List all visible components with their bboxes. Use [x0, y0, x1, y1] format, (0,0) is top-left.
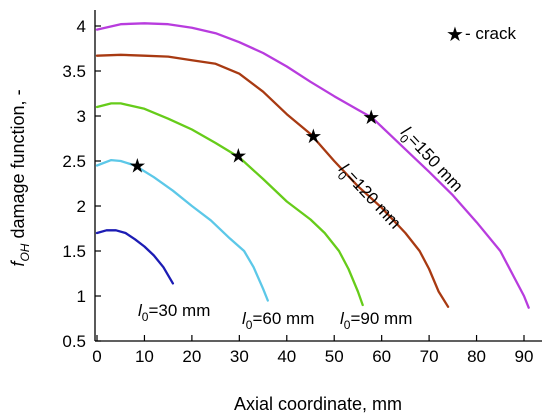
y-tick-label: 4 [77, 17, 86, 36]
y-axis-title-subscript: OH [18, 243, 32, 261]
x-tick-label: 60 [372, 347, 391, 366]
y-tick-label: 1.5 [62, 242, 86, 261]
y-tick-label: 3 [77, 107, 86, 126]
series-label-symbol: l [340, 309, 345, 328]
crack-markers-layer: ★ ★ ★ ★ [128, 105, 380, 178]
series-layer [95, 22, 530, 309]
y-tick-label: 2.5 [62, 152, 86, 171]
crack-marker: ★ [362, 105, 380, 129]
plot-frame [94, 10, 542, 342]
series-line [95, 158, 269, 302]
series-label-subscript: 0 [246, 318, 253, 332]
x-tick-label: 50 [325, 347, 344, 366]
series-label-value: =120 mm [342, 167, 405, 232]
x-tick-label: 30 [230, 347, 249, 366]
legend-crack-label: - crack [465, 24, 517, 43]
series-label: l0=120 mm [332, 160, 405, 236]
series-label-subscript: 0 [344, 318, 351, 332]
series-line [95, 102, 364, 307]
crack-marker: ★ [229, 144, 247, 168]
legend-crack-marker: ★ [446, 22, 464, 46]
y-axis-title-symbol: f [8, 260, 28, 267]
x-tick-label: 0 [92, 347, 101, 366]
series-label: l0=30 mm [138, 301, 210, 324]
y-tick-label: 2 [77, 197, 86, 216]
series-label: l0=60 mm [242, 309, 314, 332]
legend: ★ - crack [446, 22, 517, 46]
x-tick-label: 20 [182, 347, 201, 366]
series-label-value: =90 mm [350, 309, 412, 328]
x-axis-ticks: 0 10 20 30 40 50 60 70 80 90 [92, 335, 533, 366]
y-tick-label: 1 [77, 287, 86, 306]
series-line [95, 22, 530, 309]
series-label-value: =30 mm [148, 301, 210, 320]
x-tick-label: 70 [420, 347, 439, 366]
y-axis-title: fOH damage function, - [8, 89, 32, 266]
series-label: l0=150 mm [394, 123, 467, 199]
series-label-value: =150 mm [404, 130, 467, 195]
y-axis-ticks: 0.5 1 1.5 2 2.5 3 3.5 4 [62, 17, 101, 351]
series-line [95, 53, 450, 308]
x-tick-label: 90 [515, 347, 534, 366]
y-tick-label: 3.5 [62, 62, 86, 81]
x-tick-label: 80 [467, 347, 486, 366]
series-label: l0=90 mm [340, 309, 412, 332]
x-tick-label: 10 [135, 347, 154, 366]
y-axis-title-rest: damage function, - [8, 89, 28, 243]
series-line [95, 229, 175, 285]
x-axis-title: Axial coordinate, mm [234, 394, 402, 414]
crack-marker: ★ [128, 154, 146, 178]
series-label-value: =60 mm [252, 309, 314, 328]
series-label-symbol: l [138, 301, 143, 320]
x-tick-label: 40 [277, 347, 296, 366]
crack-marker: ★ [304, 124, 322, 148]
series-label-symbol: l [242, 309, 247, 328]
series-label-subscript: 0 [142, 310, 149, 324]
y-tick-label: 0.5 [62, 332, 86, 351]
